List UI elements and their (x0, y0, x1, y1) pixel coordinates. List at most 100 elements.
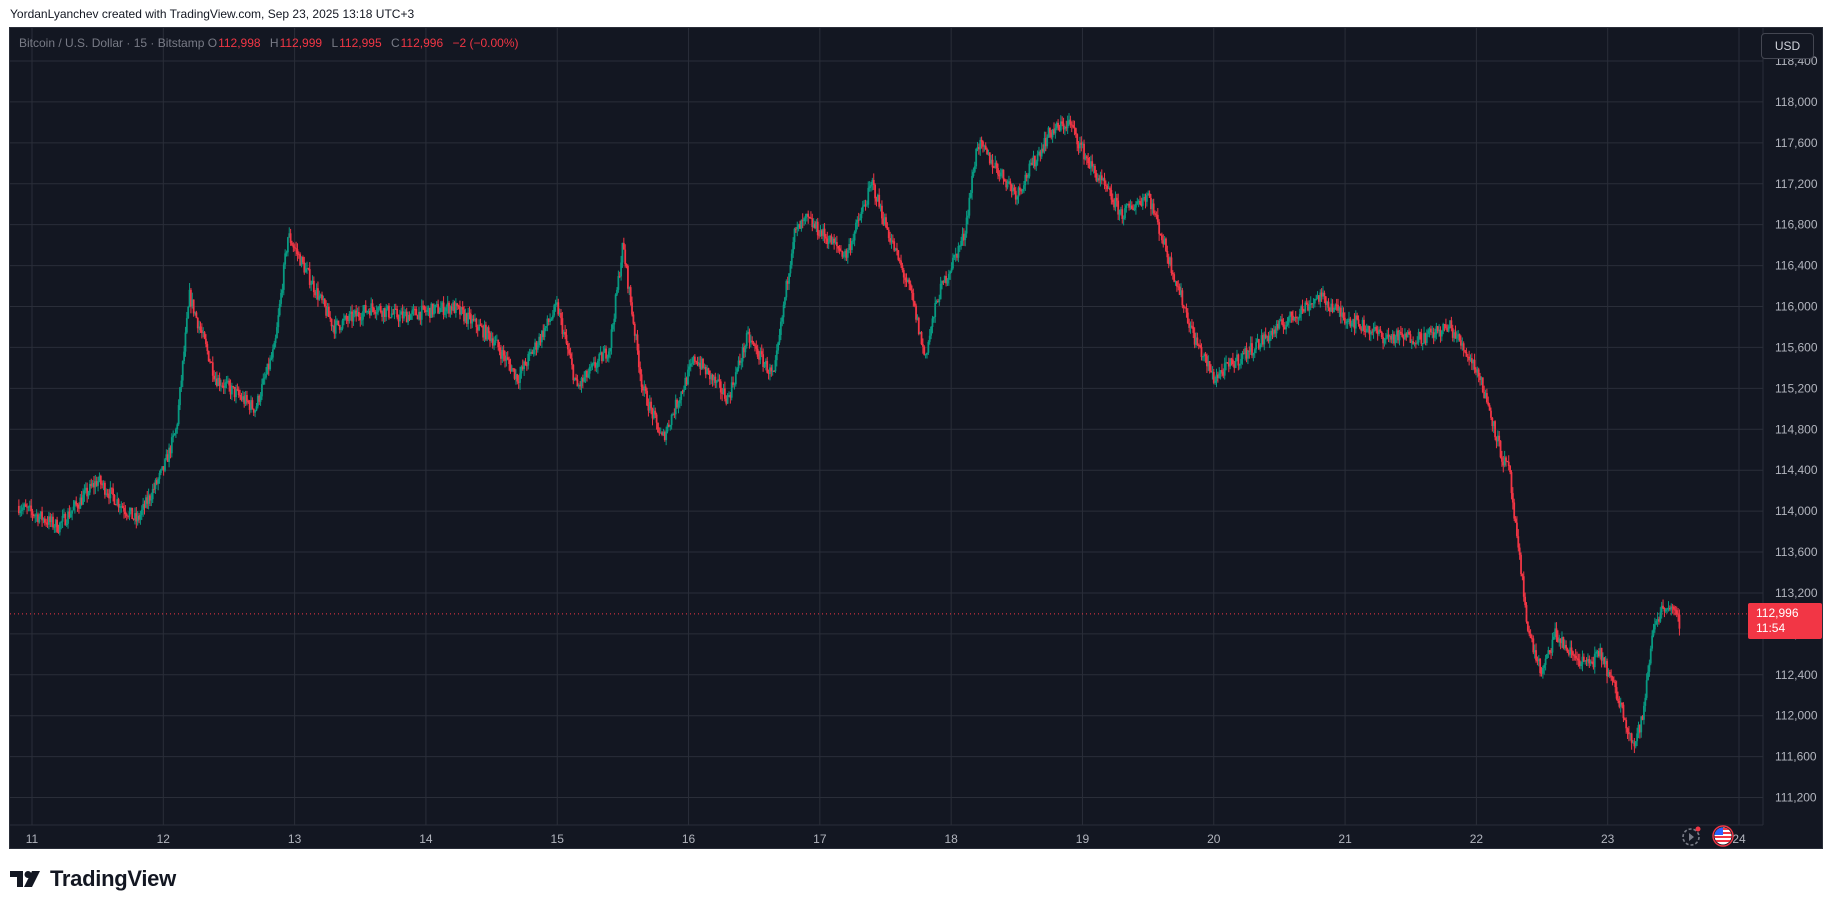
candle-body (1473, 359, 1476, 370)
open-value: 112,998 (218, 36, 261, 50)
candle-body (1563, 644, 1566, 649)
candle-body (463, 309, 465, 322)
candle-body (259, 396, 262, 402)
candle-body (734, 372, 737, 385)
candle-body (1003, 179, 1006, 182)
candle-body (792, 242, 795, 254)
candle-body (677, 403, 680, 408)
candle-body (1357, 319, 1360, 325)
candle-body (711, 374, 714, 381)
candle-body (292, 245, 295, 248)
candle-body (162, 466, 165, 471)
candle-body (291, 242, 293, 246)
candle-body (1334, 304, 1337, 310)
candle-body (1671, 606, 1674, 608)
candle-body (217, 377, 220, 386)
candle-body (1200, 347, 1203, 357)
candle-body (1499, 440, 1502, 458)
candle-body (276, 327, 278, 339)
candle-body (692, 356, 695, 364)
candle-body (863, 204, 866, 207)
time-axis: 11 12 13 14 15 16 17 18 19 20 21 22 23 24 (26, 832, 1746, 846)
candle-body (659, 432, 662, 434)
candle-body (1305, 302, 1308, 304)
candle-body (1098, 178, 1100, 181)
candle-body (1429, 328, 1432, 333)
candle-body (367, 310, 370, 312)
chart-pane[interactable]: 111,200111,600112,000112,400112,800113,2… (9, 27, 1823, 849)
candle-body (993, 167, 995, 169)
candle-body (226, 380, 229, 382)
candle-body (921, 344, 924, 347)
candle-body (363, 305, 366, 312)
candle-body (396, 308, 399, 318)
candle-body (745, 333, 748, 346)
candle-body (83, 490, 86, 495)
change-value: −2 (−0.00%) (452, 36, 519, 50)
candle-body (864, 204, 867, 206)
candle-body (631, 302, 633, 315)
currency-button[interactable]: USD (1761, 33, 1814, 59)
candle-body (241, 396, 244, 400)
candle-body (1062, 123, 1065, 130)
price-chart[interactable]: 111,200111,600112,000112,400112,800113,2… (10, 28, 1823, 849)
candle-body (1384, 338, 1387, 340)
candle-body (1450, 320, 1453, 329)
candle-body (76, 504, 79, 508)
candle-body (86, 487, 89, 497)
candle-body (911, 290, 913, 293)
us-flag-icon[interactable] (1712, 825, 1734, 847)
candle-body (870, 184, 872, 187)
candle-body (1249, 343, 1252, 352)
candle-body (383, 308, 386, 317)
candle-body (1445, 324, 1447, 329)
candle-body (646, 390, 648, 406)
candle-body (699, 362, 702, 369)
candle-body (769, 367, 771, 374)
candle-body (1375, 327, 1378, 331)
y-tick-label: 114,400 (1775, 463, 1818, 477)
candle-body (1051, 129, 1054, 138)
candle-body (190, 289, 192, 307)
candle-body (859, 218, 861, 221)
candle-body (1263, 334, 1266, 345)
candle-body (247, 400, 250, 403)
candle-body (788, 273, 790, 284)
candle-body (75, 501, 78, 505)
candle-body (1655, 620, 1658, 625)
candle-body (1006, 181, 1009, 188)
candle-body (794, 228, 797, 230)
candle-body (800, 220, 803, 229)
candle-body (28, 505, 31, 507)
candle-body (602, 352, 605, 362)
candle-body (1141, 198, 1144, 206)
candle-body (1447, 326, 1450, 332)
candle-body (1322, 292, 1324, 297)
candle-body (347, 319, 349, 322)
candle-body (1637, 724, 1640, 734)
candle-body (1087, 157, 1090, 164)
candle-body (1162, 240, 1165, 245)
candle-body (616, 289, 618, 295)
candle-body (1410, 341, 1413, 343)
candle-body (444, 311, 446, 315)
candle-body (967, 215, 969, 218)
candle-body (521, 366, 524, 369)
candle-body (63, 513, 65, 516)
candle-body (1241, 353, 1244, 359)
candle-body (1516, 522, 1518, 537)
replay-icon[interactable] (1680, 825, 1702, 847)
candle-body (334, 320, 337, 334)
candle-body (556, 302, 558, 305)
candle-body (1218, 373, 1221, 378)
candle-body (710, 374, 713, 380)
candle-body (172, 435, 175, 438)
candle-body (1379, 329, 1382, 332)
candle-body (1046, 137, 1049, 147)
candle-body (277, 315, 280, 328)
candle-body (968, 197, 971, 216)
candle-body (1536, 660, 1539, 662)
candle-body (342, 318, 345, 321)
close-label: C (390, 36, 400, 50)
candle-body (566, 343, 569, 350)
